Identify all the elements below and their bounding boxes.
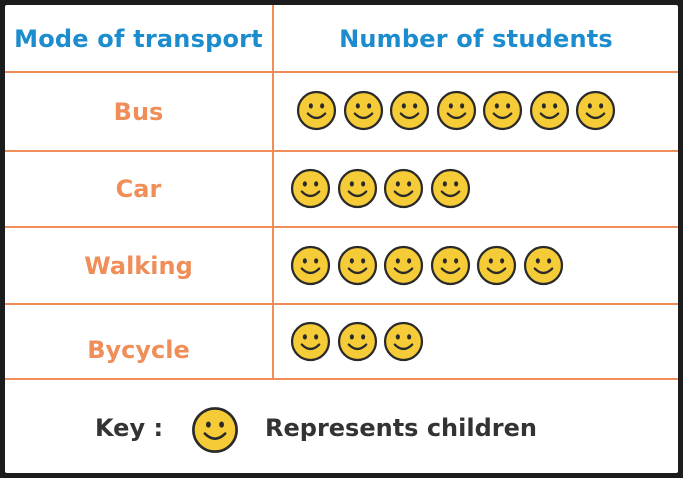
smiley-icon — [529, 90, 570, 135]
row-divider — [5, 378, 678, 380]
smiley-icon — [389, 90, 430, 135]
smiley-icon — [383, 245, 424, 290]
smiley-icon — [436, 90, 477, 135]
icon-row-bus — [274, 73, 678, 150]
row-divider — [5, 226, 678, 228]
icon-row-walking — [274, 228, 678, 303]
smiley-icon — [383, 321, 424, 366]
row-divider — [5, 303, 678, 305]
key-description: Represents children — [265, 414, 537, 442]
category-label-car: Car — [115, 175, 162, 203]
smiley-icon — [476, 245, 517, 290]
smiley-icon — [290, 168, 331, 213]
row-divider — [5, 71, 678, 73]
smiley-icon — [296, 90, 337, 135]
column-divider — [272, 5, 274, 380]
column-header-count: Number of students — [339, 24, 613, 53]
icon-row-bycycle — [274, 305, 678, 378]
category-label-bycycle: Bycycle — [87, 336, 190, 364]
smiley-icon — [290, 321, 331, 366]
smiley-icon — [523, 245, 564, 290]
key-smiley-icon — [191, 406, 239, 458]
smiley-icon — [290, 245, 331, 290]
category-label-bus: Bus — [113, 97, 164, 126]
smiley-icon — [482, 90, 523, 135]
smiley-icon — [383, 168, 424, 213]
smiley-icon — [430, 245, 471, 290]
pictograph-card: Mode of transport Number of students Bus… — [5, 5, 678, 473]
smiley-icon — [575, 90, 616, 135]
category-label-walking: Walking — [84, 251, 193, 280]
smiley-icon — [337, 321, 378, 366]
row-divider — [5, 150, 678, 152]
smiley-icon — [337, 245, 378, 290]
smiley-icon — [337, 168, 378, 213]
icon-row-car — [274, 152, 678, 226]
smiley-icon — [343, 90, 384, 135]
column-header-mode: Mode of transport — [14, 24, 263, 53]
key-label: Key : — [95, 414, 164, 442]
smiley-icon — [430, 168, 471, 213]
